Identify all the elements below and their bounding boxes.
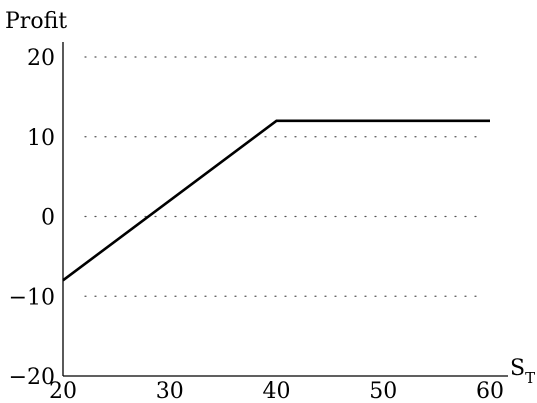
x-axis-label-main: S xyxy=(510,356,525,381)
x-axis-label: ST xyxy=(510,356,535,387)
y-tick-label: 20 xyxy=(27,46,55,71)
y-tick-label: 0 xyxy=(41,206,55,231)
x-tick-label: 20 xyxy=(49,379,77,403)
x-tick-label: 50 xyxy=(369,379,397,403)
x-tick-labels: 20 30 40 50 60 xyxy=(49,379,504,403)
y-tick-label: −20 xyxy=(9,365,55,390)
x-tick-label: 40 xyxy=(263,379,291,403)
y-tick-label: −10 xyxy=(9,285,55,310)
series-layer xyxy=(62,119,490,282)
axes xyxy=(62,42,508,377)
y-tick-labels: −20 −10 0 10 20 xyxy=(9,46,55,390)
grid-lines xyxy=(84,56,481,297)
x-tick-label: 30 xyxy=(156,379,184,403)
x-axis-label-subscript: T xyxy=(525,369,535,387)
series-line-0 xyxy=(62,119,490,282)
y-axis-label: Profit xyxy=(5,9,67,34)
y-tick-label: 10 xyxy=(27,126,55,151)
x-tick-label: 60 xyxy=(476,379,504,403)
